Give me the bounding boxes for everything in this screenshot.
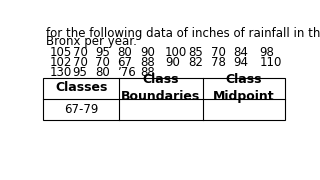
Text: 95: 95: [95, 46, 110, 59]
Text: 67: 67: [117, 56, 132, 69]
Text: 100: 100: [165, 46, 187, 59]
Text: 70: 70: [95, 56, 110, 69]
Text: 105: 105: [49, 46, 72, 59]
Text: 70: 70: [73, 56, 87, 69]
Text: 102: 102: [49, 56, 72, 69]
Text: 88: 88: [140, 66, 155, 79]
Text: 80: 80: [117, 46, 132, 59]
Bar: [43, 78, 285, 120]
Text: 98: 98: [259, 46, 274, 59]
Text: 95: 95: [73, 66, 87, 79]
Text: 90: 90: [140, 46, 155, 59]
Text: 84: 84: [233, 46, 248, 59]
Text: 130: 130: [49, 66, 72, 79]
Text: Classes: Classes: [55, 81, 107, 94]
Text: Bronx per year.: Bronx per year.: [46, 35, 137, 48]
Text: 70: 70: [73, 46, 87, 59]
Text: 70: 70: [211, 46, 225, 59]
Text: ʼ76: ʼ76: [117, 66, 136, 79]
Text: 90: 90: [165, 56, 180, 69]
Text: 82: 82: [188, 56, 203, 69]
Text: 94: 94: [233, 56, 248, 69]
Text: Class
Boundaries: Class Boundaries: [121, 73, 201, 103]
Text: 67-79: 67-79: [64, 103, 98, 116]
Text: Class
Midpoint: Class Midpoint: [213, 73, 275, 103]
Text: 88: 88: [140, 56, 155, 69]
Text: 80: 80: [95, 66, 110, 79]
Text: 110: 110: [259, 56, 282, 69]
Text: 85: 85: [188, 46, 203, 59]
Text: for the following data of inches of rainfall in the: for the following data of inches of rain…: [46, 27, 320, 40]
Text: 78: 78: [211, 56, 225, 69]
